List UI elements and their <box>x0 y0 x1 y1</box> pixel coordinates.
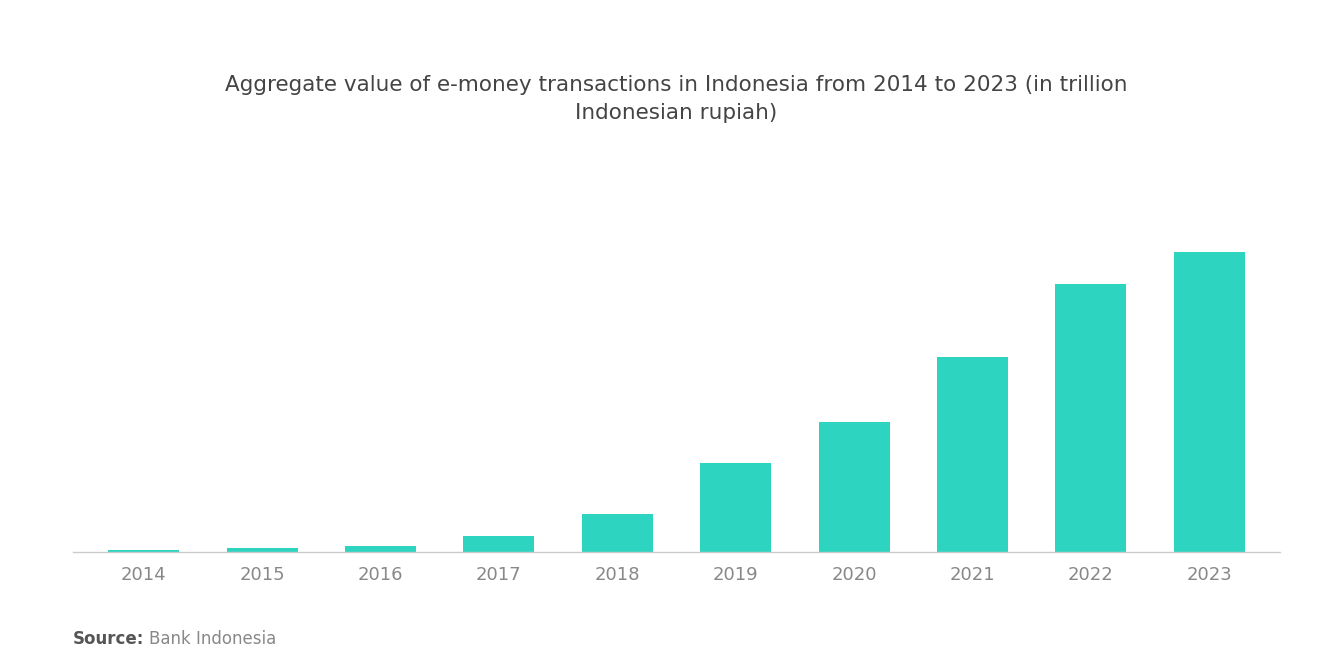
Text: Bank Indonesia: Bank Indonesia <box>149 630 276 648</box>
Bar <box>818 422 890 552</box>
Bar <box>463 536 535 552</box>
Bar <box>1056 284 1126 552</box>
Title: Aggregate value of e-money transactions in Indonesia from 2014 to 2023 (in trill: Aggregate value of e-money transactions … <box>226 74 1127 122</box>
Bar <box>108 549 180 552</box>
Text: Source:: Source: <box>73 630 144 648</box>
Bar <box>345 546 416 552</box>
Bar <box>700 463 771 552</box>
Bar <box>227 548 297 552</box>
Bar <box>937 357 1008 552</box>
Bar <box>1173 252 1245 552</box>
Bar <box>582 514 653 552</box>
